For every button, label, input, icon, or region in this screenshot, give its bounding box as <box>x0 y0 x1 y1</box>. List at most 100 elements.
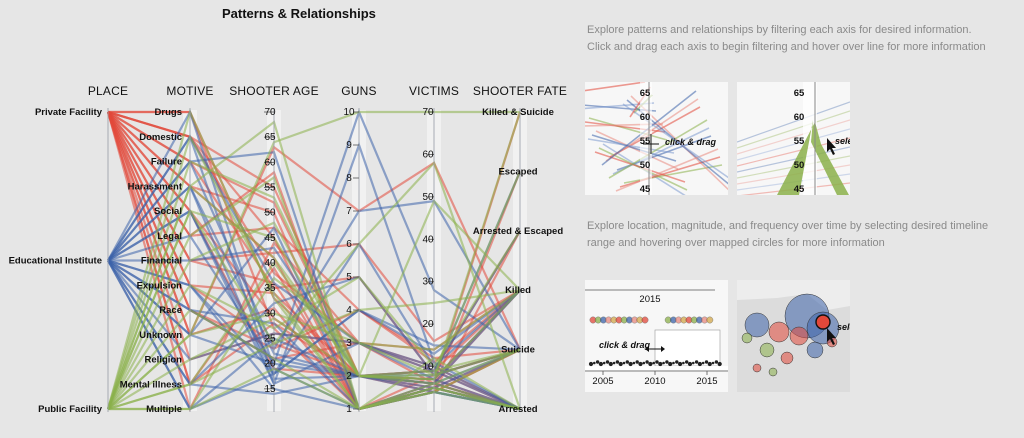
demo-line <box>608 119 708 179</box>
data-line[interactable] <box>107 261 521 411</box>
series-lines <box>106 108 522 413</box>
timeline-event <box>682 361 685 365</box>
data-line[interactable] <box>106 133 521 411</box>
timeline-event <box>717 361 722 367</box>
demo-tick-label: 65 <box>794 88 805 99</box>
timeline-event <box>608 361 613 367</box>
chart-title: Patterns & Relationships <box>222 6 376 21</box>
data-line[interactable] <box>107 111 522 410</box>
select-demo-panel: 65 60 55 50 45 select <box>737 82 850 195</box>
timeline-event <box>711 361 715 365</box>
map-circle <box>759 342 775 358</box>
tick-label-fate: Killed <box>505 285 531 296</box>
data-line[interactable] <box>108 367 521 411</box>
timeline-brush <box>654 329 721 367</box>
timeline-event <box>648 361 653 367</box>
map-instructions: Explore location, magnitude, and frequen… <box>587 218 988 252</box>
tick-label-guns: 9 <box>346 140 352 151</box>
timeline-demo-graphic: 2015 click & drag 2005 2010 2015 <box>585 289 728 387</box>
tick-label-age: 50 <box>264 208 276 219</box>
data-line[interactable] <box>106 120 521 411</box>
tick-label-motive: Unknown <box>139 330 182 341</box>
data-line[interactable] <box>107 259 521 368</box>
parallel-instructions-line2: Click and drag each axis to begin filter… <box>587 41 986 53</box>
demo-line <box>585 82 646 92</box>
demo-tick-label: 50 <box>794 160 805 171</box>
tick-label-age: 65 <box>264 132 276 143</box>
demo-tick-label: 55 <box>794 136 805 147</box>
timeline-event <box>701 361 705 365</box>
drag-hint: click & drag <box>665 137 717 147</box>
tick-label-victims: 60 <box>422 149 434 160</box>
tick-label-victims: 40 <box>422 234 434 245</box>
tick-label-motive: Legal <box>157 231 182 242</box>
timeline-event <box>665 360 669 364</box>
timeline-dot <box>706 316 714 324</box>
data-line[interactable] <box>106 108 521 411</box>
demo-tick-label: 60 <box>640 112 651 123</box>
selected-band <box>777 120 849 195</box>
tick-label-age: 45 <box>264 233 276 244</box>
data-line[interactable] <box>107 230 521 410</box>
parallel-instructions: Explore patterns and relationships by fi… <box>587 22 986 56</box>
tick-label-motive: Harassment <box>128 181 183 192</box>
demo-tick-label: 50 <box>640 160 651 171</box>
map-circle <box>806 341 824 359</box>
tick-label-place: Public Facility <box>38 404 103 415</box>
axis-title-shooter-fate: SHOOTER FATE <box>472 84 568 98</box>
data-line[interactable] <box>106 160 521 410</box>
timeline-event <box>642 361 646 365</box>
parallel-coordinates-chart[interactable]: Private Facility Educational Institute Pub… <box>0 0 580 438</box>
drag-demo-graphic: 65 60 55 50 45 click & drag <box>585 82 728 195</box>
tick-label-guns: 7 <box>346 206 352 217</box>
map-hint: select <box>837 322 850 332</box>
data-line[interactable] <box>107 199 521 410</box>
tick-label-motive: Multiple <box>146 404 182 415</box>
tick-label-guns: 6 <box>346 239 352 250</box>
tick-label-age: 40 <box>264 258 276 269</box>
tick-label-motive: Mental illness <box>120 379 182 390</box>
tick-label-victims: 30 <box>422 277 434 288</box>
tick-label-victims: 70 <box>422 107 434 118</box>
select-hint: select <box>835 136 850 146</box>
demo-tick-label: 60 <box>794 112 805 123</box>
data-line[interactable] <box>106 111 522 411</box>
demo-line <box>588 117 668 141</box>
timeline-event <box>668 361 673 367</box>
tick-label-motive: Failure <box>151 157 182 168</box>
axis-title-motive: MOTIVE <box>166 84 214 98</box>
tick-label-guns: 8 <box>346 173 352 184</box>
axis-title-place: PLACE <box>87 84 129 98</box>
tick-label-fate: Arrested & Escaped <box>473 226 563 237</box>
tick-label-age: 15 <box>264 384 276 395</box>
tick-label-age: 70 <box>264 107 276 118</box>
data-line[interactable] <box>107 308 521 411</box>
tick-label-motive: Social <box>154 206 182 217</box>
data-line[interactable] <box>107 170 522 410</box>
timeline-event <box>687 361 693 367</box>
timeline-event <box>704 360 709 364</box>
tick-label-victims: 10 <box>422 362 434 373</box>
map-circle <box>744 312 770 338</box>
drag-demo-panel: 65 60 55 50 45 click & drag <box>585 82 728 195</box>
map-demo-panel: select <box>737 280 850 392</box>
map-circle <box>768 321 790 343</box>
tick-label-age: 35 <box>264 283 276 294</box>
tick-label-age: 20 <box>264 359 276 370</box>
timeline-event <box>678 361 683 367</box>
tick-label-guns: 4 <box>346 305 352 316</box>
parallel-instructions-line1: Explore patterns and relationships by fi… <box>587 24 972 36</box>
data-line[interactable] <box>107 151 521 411</box>
timeline-event <box>672 361 675 365</box>
map-circle <box>741 332 753 344</box>
timeline-event <box>638 361 643 367</box>
data-line[interactable] <box>106 209 521 410</box>
demo-line <box>737 128 850 161</box>
timeline-event <box>692 361 695 365</box>
timeline-event <box>714 360 719 364</box>
axis-title-shooter-age: SHOOTER AGE <box>229 84 319 98</box>
tick-label-victims: 20 <box>422 319 434 330</box>
timeline-hint: click & drag <box>599 340 651 350</box>
axis-title-victims: VICTIMS <box>408 84 460 98</box>
timeline-year-label: 2015 <box>696 376 717 387</box>
